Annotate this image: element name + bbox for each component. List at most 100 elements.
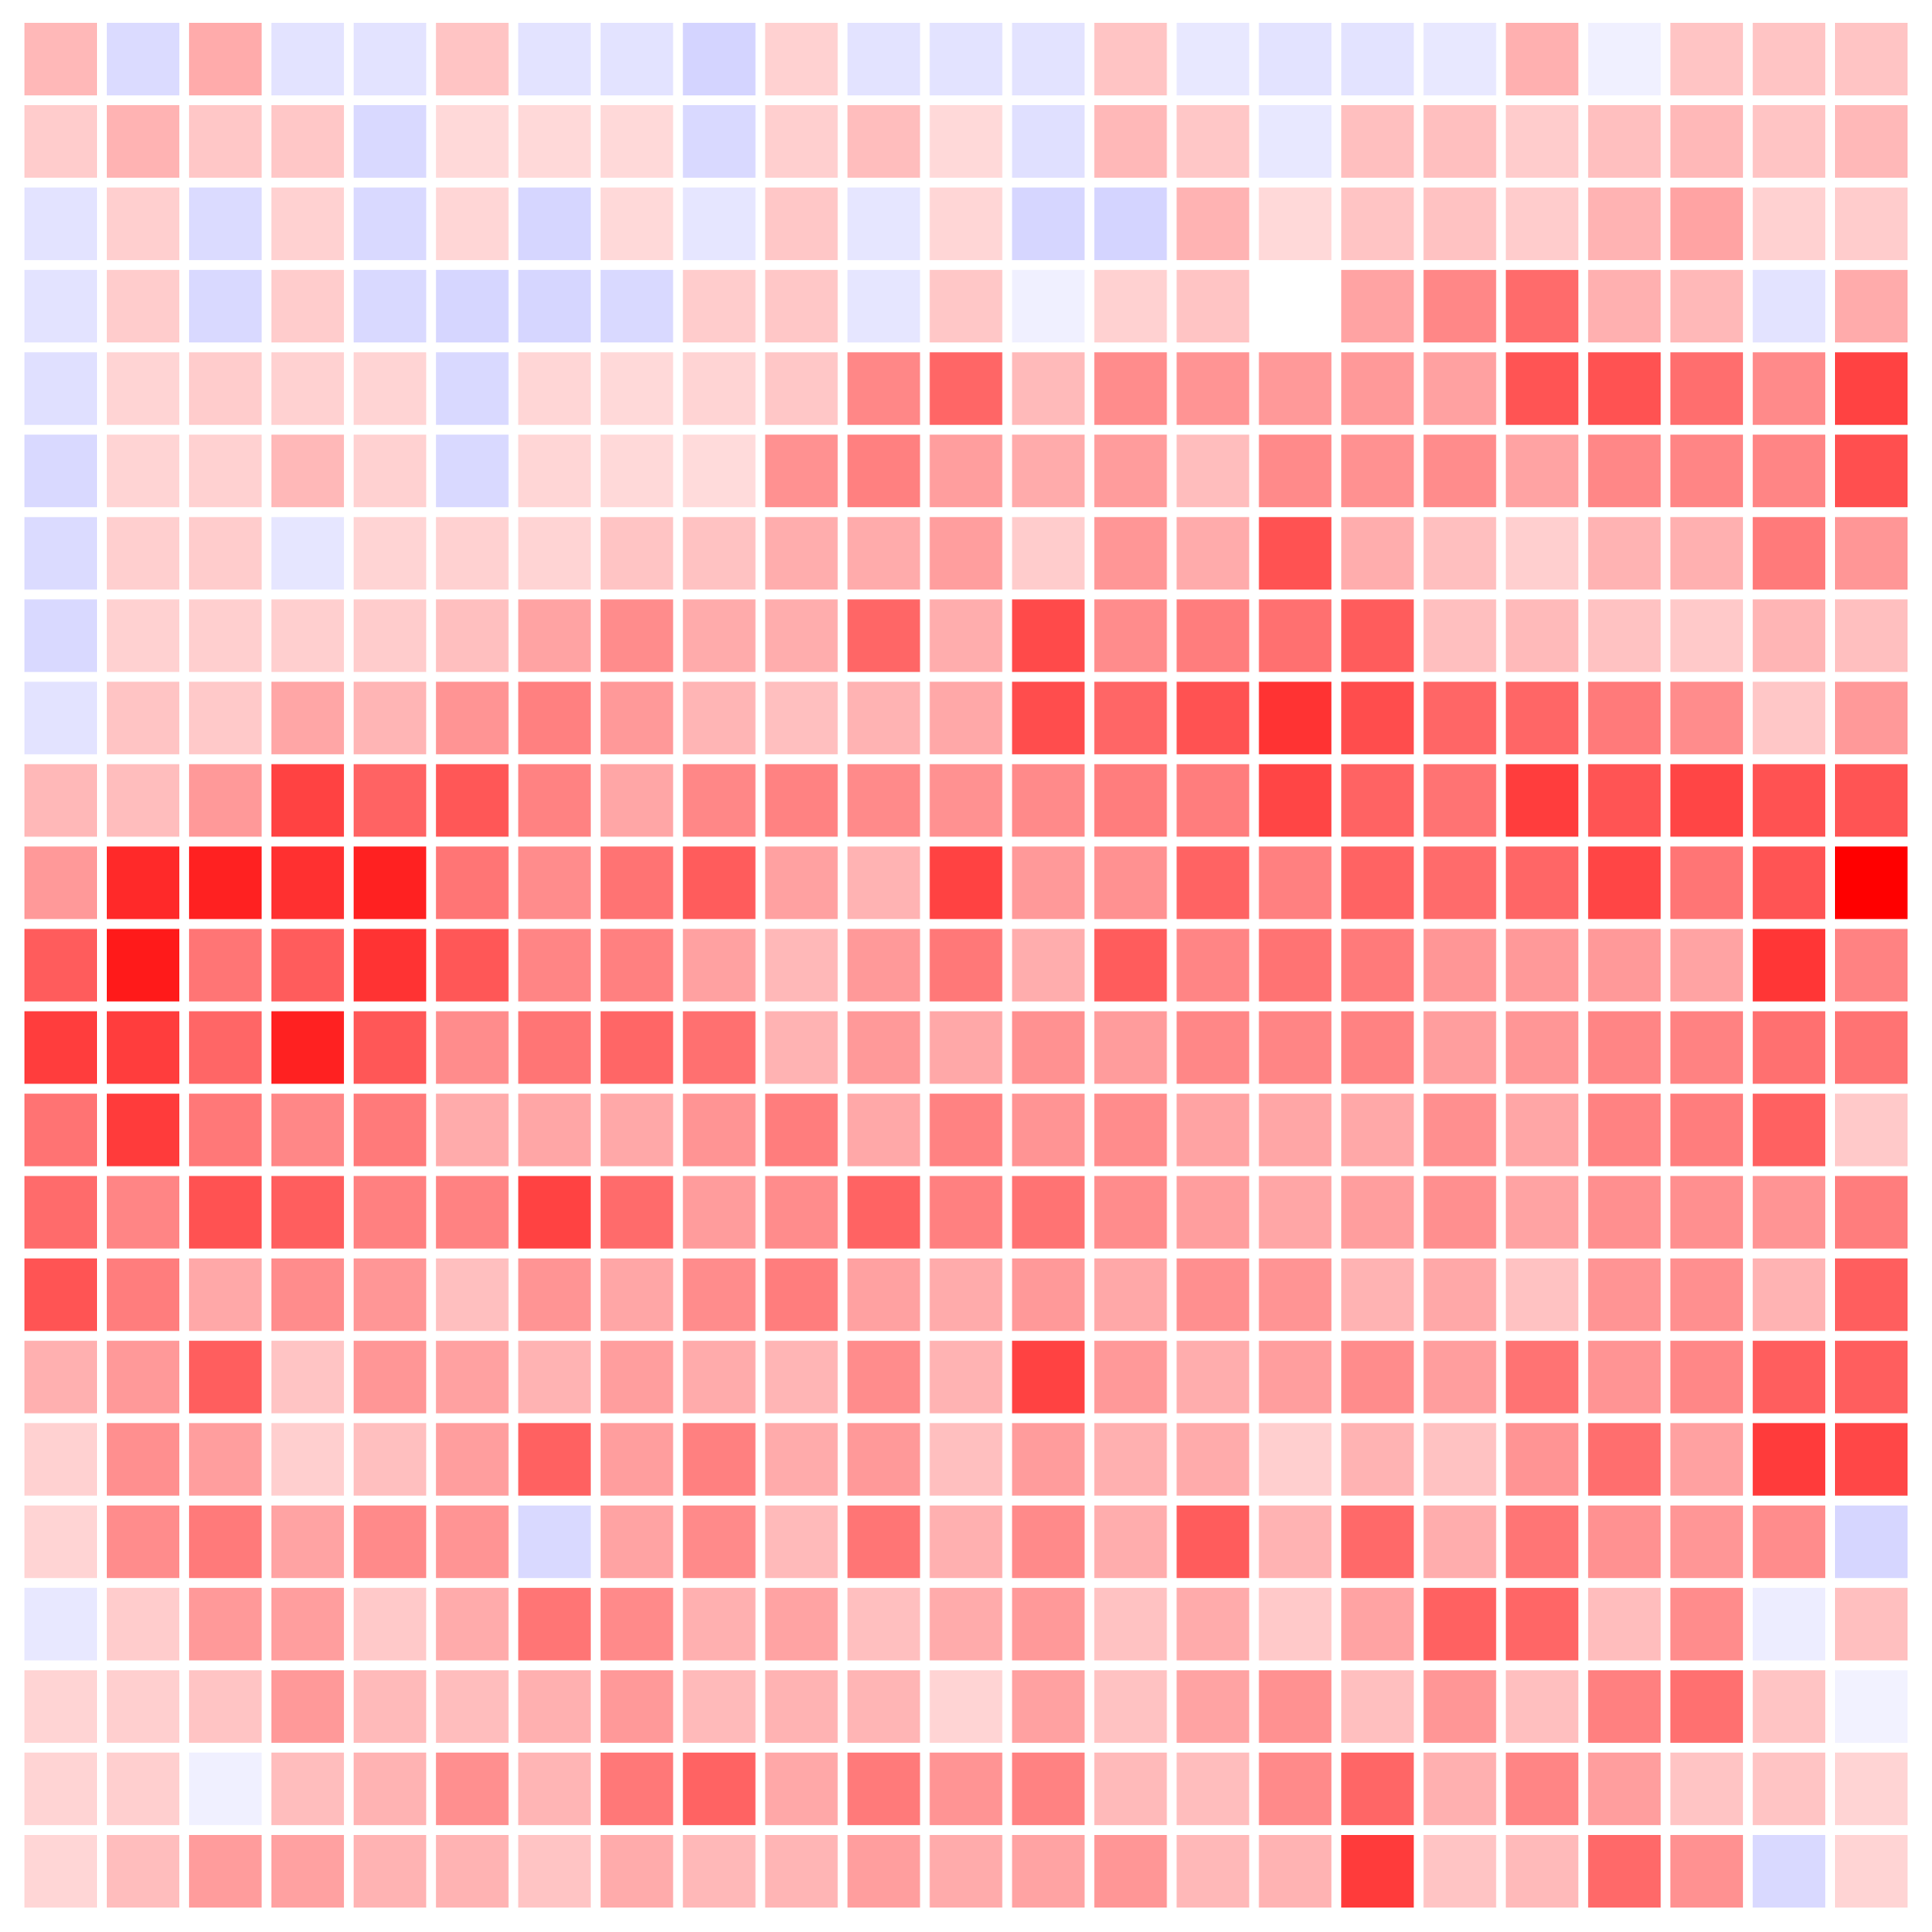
heatmap-cell-r21-c7 [600, 1752, 673, 1825]
heatmap-cell-r0-c21 [1753, 23, 1826, 95]
heatmap-cell-r3-c4 [353, 270, 426, 343]
heatmap-cell-r15-c19 [1588, 1258, 1661, 1331]
heatmap-cell-r2-c14 [1176, 187, 1250, 261]
heatmap-cell-r14-c11 [929, 1176, 1003, 1249]
heatmap-cell-r9-c3 [271, 764, 344, 837]
heatmap-cell-r10-c18 [1506, 846, 1579, 920]
heatmap-cell-r0-c17 [1423, 23, 1497, 95]
heatmap-cell-r4-c5 [435, 352, 509, 426]
heatmap-cell-r8-c20 [1670, 681, 1744, 755]
heatmap-cell-r11-c15 [1259, 929, 1332, 1002]
heatmap-cell-r9-c6 [518, 764, 591, 837]
heatmap-cell-r5-c17 [1423, 434, 1497, 508]
heatmap-cell-r8-c21 [1753, 681, 1826, 755]
heatmap-cell-r18-c6 [518, 1505, 591, 1578]
heatmap-cell-r12-c10 [847, 1011, 920, 1084]
heatmap-cell-r4-c8 [682, 352, 756, 426]
heatmap-cell-r1-c19 [1588, 105, 1661, 178]
heatmap-cell-r18-c21 [1753, 1505, 1826, 1578]
heatmap-cell-r1-c22 [1835, 105, 1908, 178]
heatmap-cell-r9-c10 [847, 764, 920, 837]
heatmap-cell-r16-c18 [1506, 1340, 1579, 1414]
heatmap-cell-r11-c1 [107, 929, 179, 1002]
heatmap-cell-r22-c1 [107, 1835, 179, 1908]
heatmap-cell-r12-c16 [1341, 1011, 1414, 1084]
heatmap-cell-r2-c12 [1012, 187, 1085, 261]
heatmap-cell-r20-c16 [1341, 1670, 1414, 1743]
heatmap-cell-r21-c21 [1753, 1752, 1826, 1825]
heatmap-cell-r6-c1 [107, 517, 179, 590]
heatmap-cell-r5-c8 [682, 434, 756, 508]
heatmap-cell-r20-c5 [435, 1670, 509, 1743]
heatmap-cell-r9-c14 [1176, 764, 1250, 837]
heatmap-cell-r11-c18 [1506, 929, 1579, 1002]
heatmap-cell-r8-c14 [1176, 681, 1250, 755]
heatmap-cell-r17-c18 [1506, 1423, 1579, 1496]
heatmap-cell-r21-c16 [1341, 1752, 1414, 1825]
heatmap-cell-r16-c5 [435, 1340, 509, 1414]
heatmap-cell-r0-c20 [1670, 23, 1744, 95]
heatmap-cell-r15-c7 [600, 1258, 673, 1331]
heatmap-cell-r5-c12 [1012, 434, 1085, 508]
heatmap-cell-r2-c1 [107, 187, 179, 261]
heatmap-cell-r4-c6 [518, 352, 591, 426]
heatmap-cell-r1-c1 [107, 105, 179, 178]
heatmap-cell-r22-c12 [1012, 1835, 1085, 1908]
heatmap-cell-r2-c15 [1259, 187, 1332, 261]
heatmap-cell-r20-c4 [353, 1670, 426, 1743]
heatmap-cell-r19-c12 [1012, 1587, 1085, 1661]
heatmap-cell-r18-c16 [1341, 1505, 1414, 1578]
heatmap-cell-r14-c15 [1259, 1176, 1332, 1249]
heatmap-cell-r10-c3 [271, 846, 344, 920]
heatmap-cell-r5-c9 [765, 434, 838, 508]
heatmap-cell-r2-c2 [188, 187, 262, 261]
heatmap-cell-r19-c14 [1176, 1587, 1250, 1661]
heatmap-cell-r3-c14 [1176, 270, 1250, 343]
heatmap-cell-r15-c13 [1094, 1258, 1167, 1331]
heatmap-cell-r1-c7 [600, 105, 673, 178]
heatmap-cell-r13-c14 [1176, 1093, 1250, 1167]
heatmap-cell-r11-c5 [435, 929, 509, 1002]
heatmap-cell-r12-c0 [24, 1011, 97, 1084]
heatmap-cell-r2-c13 [1094, 187, 1167, 261]
heatmap-cell-r16-c3 [271, 1340, 344, 1414]
heatmap-cell-r22-c19 [1588, 1835, 1661, 1908]
heatmap-cell-r11-c7 [600, 929, 673, 1002]
heatmap-cell-r13-c20 [1670, 1093, 1744, 1167]
heatmap-cell-r18-c1 [107, 1505, 179, 1578]
heatmap-cell-r12-c21 [1753, 1011, 1826, 1084]
heatmap-cell-r13-c22 [1835, 1093, 1908, 1167]
heatmap-cell-r22-c7 [600, 1835, 673, 1908]
heatmap-cell-r13-c1 [107, 1093, 179, 1167]
heatmap-cell-r17-c21 [1753, 1423, 1826, 1496]
heatmap-cell-r6-c15 [1259, 517, 1332, 590]
heatmap-cell-r14-c10 [847, 1176, 920, 1249]
heatmap-cell-r5-c2 [188, 434, 262, 508]
heatmap-cell-r10-c14 [1176, 846, 1250, 920]
heatmap-cell-r19-c2 [188, 1587, 262, 1661]
heatmap-cell-r2-c4 [353, 187, 426, 261]
heatmap-cell-r5-c16 [1341, 434, 1414, 508]
heatmap-cell-r20-c3 [271, 1670, 344, 1743]
heatmap-cell-r3-c9 [765, 270, 838, 343]
heatmap-cell-r16-c14 [1176, 1340, 1250, 1414]
heatmap-cell-r19-c9 [765, 1587, 838, 1661]
heatmap-cell-r12-c17 [1423, 1011, 1497, 1084]
heatmap-cell-r12-c8 [682, 1011, 756, 1084]
heatmap-cell-r1-c15 [1259, 105, 1332, 178]
heatmap-cell-r4-c15 [1259, 352, 1332, 426]
heatmap-cell-r3-c16 [1341, 270, 1414, 343]
heatmap-cell-r3-c5 [435, 270, 509, 343]
heatmap-cell-r6-c9 [765, 517, 838, 590]
heatmap-cell-r10-c12 [1012, 846, 1085, 920]
heatmap-cell-r3-c15 [1259, 270, 1332, 343]
heatmap-cell-r20-c6 [518, 1670, 591, 1743]
heatmap-cell-r8-c7 [600, 681, 673, 755]
heatmap-cell-r5-c22 [1835, 434, 1908, 508]
heatmap-cell-r3-c21 [1753, 270, 1826, 343]
heatmap-cell-r13-c0 [24, 1093, 97, 1167]
heatmap-cell-r12-c14 [1176, 1011, 1250, 1084]
heatmap-cell-r8-c18 [1506, 681, 1579, 755]
heatmap-cell-r14-c3 [271, 1176, 344, 1249]
heatmap-cell-r20-c8 [682, 1670, 756, 1743]
